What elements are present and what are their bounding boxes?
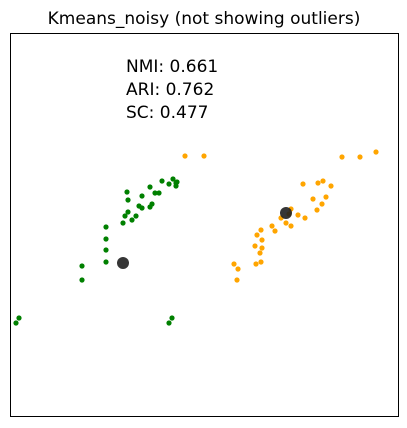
data-point-series-0-16 — [139, 205, 145, 211]
data-point-series-1-26 — [315, 180, 321, 186]
data-point-series-1-13 — [283, 220, 289, 226]
data-point-series-0-12 — [129, 217, 135, 223]
metric-annotations: NMI: 0.661 ARI: 0.762 SC: 0.477 — [126, 57, 218, 123]
data-point-series-1-2 — [231, 261, 237, 267]
data-point-series-1-12 — [269, 223, 275, 229]
data-point-series-1-23 — [323, 194, 329, 200]
data-point-series-0-9 — [103, 224, 109, 230]
data-point-series-1-9 — [254, 232, 260, 238]
data-point-series-0-24 — [147, 184, 153, 190]
data-point-series-1-28 — [339, 154, 345, 160]
data-point-series-0-19 — [149, 201, 155, 207]
chart-title: Kmeans_noisy (not showing outliers) — [48, 9, 361, 29]
data-point-series-1-30 — [373, 149, 379, 155]
nmi-annotation: NMI: 0.661 — [126, 57, 218, 77]
plot-frame — [10, 33, 399, 417]
data-point-series-1-14 — [288, 223, 294, 229]
data-point-series-1-11 — [272, 228, 278, 234]
data-point-series-0-21 — [139, 193, 145, 199]
data-point-series-0-8 — [103, 236, 109, 242]
data-point-series-0-1 — [16, 315, 22, 321]
data-point-series-1-31 — [182, 153, 188, 159]
data-point-series-0-5 — [79, 263, 85, 269]
data-point-series-0-22 — [156, 190, 162, 196]
data-point-series-0-3 — [169, 315, 175, 321]
cluster-centroid-0 — [117, 257, 129, 269]
data-point-series-0-30 — [173, 180, 179, 186]
data-point-series-1-25 — [300, 181, 306, 187]
data-point-series-1-32 — [201, 153, 207, 159]
data-point-series-0-23 — [124, 189, 130, 195]
data-point-series-0-4 — [79, 277, 85, 283]
data-point-series-0-29 — [170, 176, 176, 182]
data-point-series-1-21 — [319, 201, 325, 207]
data-point-series-1-18 — [295, 212, 301, 218]
data-point-series-0-6 — [103, 259, 109, 265]
data-point-series-1-27 — [320, 178, 326, 184]
data-point-series-1-7 — [252, 243, 258, 249]
ari-annotation: ARI: 0.762 — [126, 80, 214, 100]
data-point-series-1-24 — [328, 183, 334, 189]
sc-annotation: SC: 0.477 — [126, 103, 208, 123]
data-point-series-1-6 — [259, 245, 265, 251]
data-point-series-1-1 — [235, 266, 241, 272]
data-point-series-0-10 — [120, 220, 126, 226]
data-point-series-0-13 — [133, 213, 139, 219]
data-point-series-1-5 — [257, 250, 263, 256]
data-point-series-0-7 — [103, 247, 109, 253]
data-point-series-1-3 — [253, 261, 259, 267]
data-point-series-1-0 — [234, 277, 240, 283]
data-point-series-1-10 — [258, 227, 264, 233]
data-point-series-0-14 — [125, 209, 131, 215]
data-point-series-1-16 — [302, 215, 308, 221]
cluster-centroid-1 — [280, 207, 292, 219]
data-point-series-0-18 — [125, 197, 131, 203]
data-point-series-1-8 — [259, 237, 265, 243]
data-point-series-1-20 — [314, 207, 320, 213]
data-point-series-0-0 — [13, 320, 19, 326]
centroid-layer — [117, 207, 292, 269]
data-point-series-1-29 — [357, 154, 363, 160]
data-point-series-0-11 — [122, 213, 128, 219]
data-point-series-0-25 — [166, 181, 172, 187]
data-point-series-1-22 — [310, 196, 316, 202]
points-layer — [13, 149, 379, 326]
data-point-series-1-4 — [258, 259, 264, 265]
data-point-series-0-20 — [152, 190, 158, 196]
data-point-series-0-27 — [159, 178, 165, 184]
data-point-series-0-2 — [166, 320, 172, 326]
